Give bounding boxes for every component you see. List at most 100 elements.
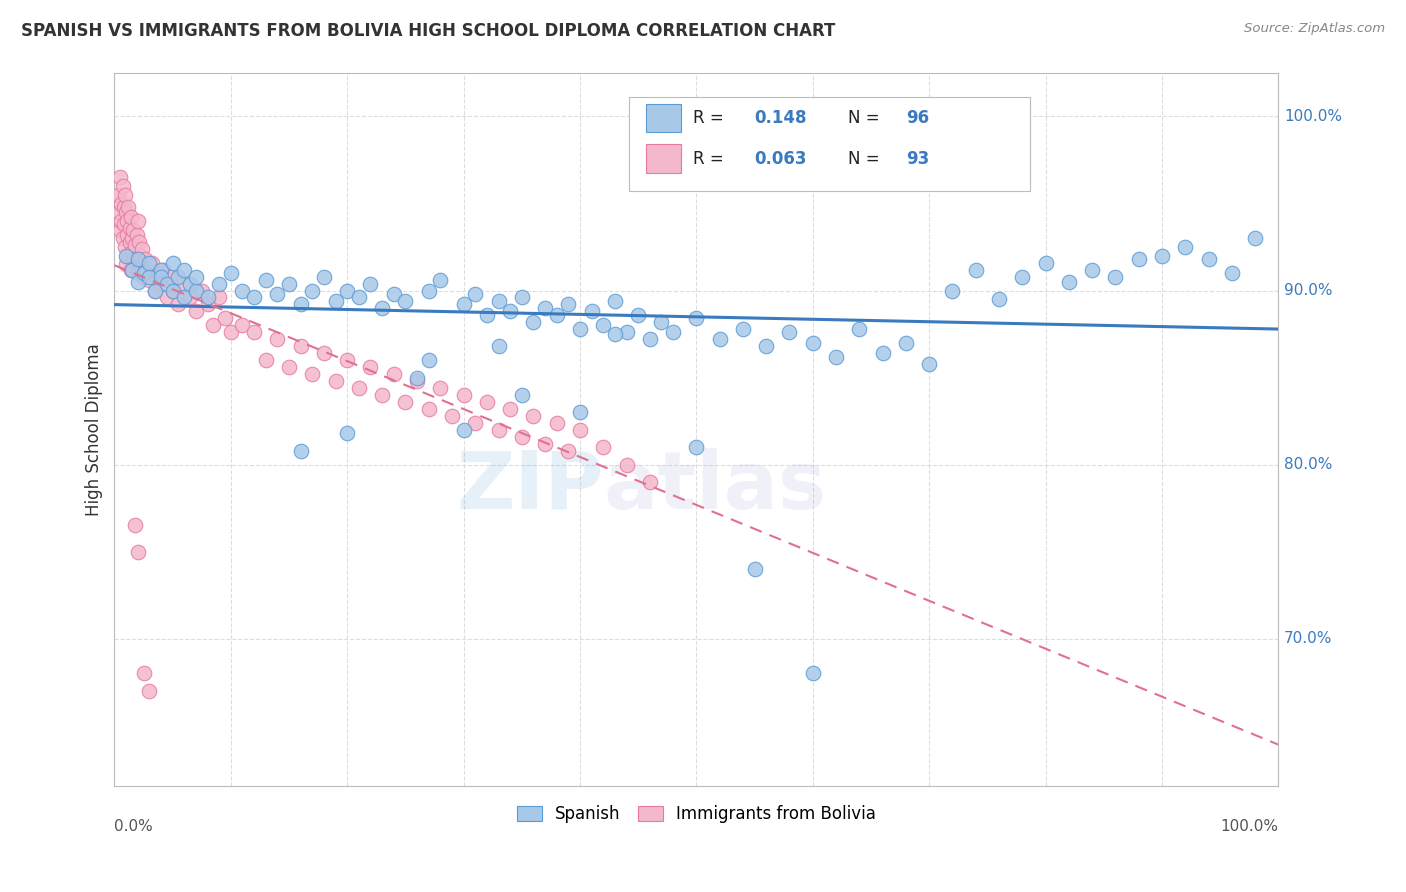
Point bbox=[510, 290, 533, 304]
Point bbox=[336, 353, 359, 368]
Point bbox=[499, 401, 522, 416]
Point bbox=[918, 357, 941, 371]
Point bbox=[120, 211, 142, 225]
Point bbox=[134, 252, 156, 267]
Point bbox=[197, 297, 219, 311]
Point bbox=[127, 544, 149, 558]
Point bbox=[115, 214, 138, 228]
Point bbox=[546, 416, 568, 430]
Point bbox=[301, 284, 323, 298]
Point bbox=[118, 235, 141, 249]
Point bbox=[453, 297, 475, 311]
Point bbox=[325, 374, 347, 388]
Point bbox=[988, 292, 1011, 306]
Point bbox=[534, 436, 557, 450]
Point bbox=[127, 266, 149, 280]
Text: 96: 96 bbox=[905, 109, 929, 127]
Point bbox=[202, 318, 225, 333]
Point bbox=[1104, 269, 1126, 284]
Point bbox=[371, 301, 394, 315]
Point bbox=[124, 518, 146, 533]
Point bbox=[121, 231, 143, 245]
Point bbox=[464, 287, 486, 301]
Point bbox=[149, 277, 172, 291]
Text: 0.063: 0.063 bbox=[755, 150, 807, 168]
Point bbox=[731, 322, 754, 336]
Point bbox=[475, 308, 498, 322]
Point bbox=[110, 170, 132, 185]
Text: Source: ZipAtlas.com: Source: ZipAtlas.com bbox=[1244, 22, 1385, 36]
Point bbox=[214, 311, 236, 326]
Point bbox=[173, 262, 195, 277]
Point bbox=[110, 214, 132, 228]
Point bbox=[488, 423, 510, 437]
Point bbox=[266, 287, 288, 301]
Text: R =: R = bbox=[693, 150, 724, 168]
Point bbox=[127, 275, 149, 289]
Point bbox=[347, 381, 370, 395]
Point bbox=[149, 262, 172, 277]
Text: ZIP: ZIP bbox=[456, 448, 603, 525]
Point bbox=[453, 423, 475, 437]
Point bbox=[167, 269, 190, 284]
Point bbox=[312, 346, 335, 360]
Point bbox=[129, 259, 152, 273]
Point bbox=[382, 287, 405, 301]
Point bbox=[685, 440, 707, 454]
Legend: Spanish, Immigrants from Bolivia: Spanish, Immigrants from Bolivia bbox=[510, 798, 883, 830]
Point bbox=[534, 301, 557, 315]
Point bbox=[488, 293, 510, 308]
Point bbox=[638, 475, 661, 489]
Bar bbox=[647, 145, 682, 173]
Point bbox=[107, 187, 129, 202]
Point bbox=[685, 311, 707, 326]
Point bbox=[156, 290, 179, 304]
Text: 100.0%: 100.0% bbox=[1220, 819, 1278, 834]
Point bbox=[347, 290, 370, 304]
Point bbox=[1081, 262, 1104, 277]
Text: N =: N = bbox=[848, 150, 879, 168]
Point bbox=[149, 269, 172, 284]
Point bbox=[114, 187, 136, 202]
Point bbox=[112, 218, 135, 232]
Point bbox=[627, 308, 650, 322]
Point bbox=[111, 231, 134, 245]
Point bbox=[120, 262, 142, 277]
Point bbox=[132, 266, 155, 280]
Point bbox=[243, 290, 266, 304]
Point bbox=[121, 245, 143, 260]
Point bbox=[801, 335, 824, 350]
Point bbox=[115, 249, 138, 263]
Point bbox=[406, 370, 429, 384]
Point bbox=[510, 430, 533, 444]
Point bbox=[110, 196, 132, 211]
Point bbox=[592, 440, 614, 454]
Point bbox=[522, 315, 544, 329]
Point bbox=[336, 426, 359, 441]
Point bbox=[382, 367, 405, 381]
Point bbox=[394, 395, 416, 409]
Text: 0.148: 0.148 bbox=[755, 109, 807, 127]
Text: 93: 93 bbox=[905, 150, 929, 168]
Text: SPANISH VS IMMIGRANTS FROM BOLIVIA HIGH SCHOOL DIPLOMA CORRELATION CHART: SPANISH VS IMMIGRANTS FROM BOLIVIA HIGH … bbox=[21, 22, 835, 40]
Point bbox=[1128, 252, 1150, 267]
Point bbox=[894, 335, 917, 350]
Point bbox=[156, 277, 179, 291]
Point bbox=[173, 277, 195, 291]
Point bbox=[117, 249, 139, 263]
Point bbox=[779, 326, 801, 340]
Point bbox=[569, 322, 592, 336]
Point bbox=[114, 240, 136, 254]
Point bbox=[1150, 249, 1173, 263]
Point bbox=[219, 266, 242, 280]
Point bbox=[662, 326, 685, 340]
Point bbox=[522, 409, 544, 423]
Point bbox=[278, 360, 301, 375]
Point bbox=[371, 388, 394, 402]
Point bbox=[197, 290, 219, 304]
Point bbox=[290, 339, 312, 353]
Point bbox=[1244, 231, 1267, 245]
Y-axis label: High School Diploma: High School Diploma bbox=[86, 343, 103, 516]
Point bbox=[801, 666, 824, 681]
Point bbox=[184, 284, 207, 298]
